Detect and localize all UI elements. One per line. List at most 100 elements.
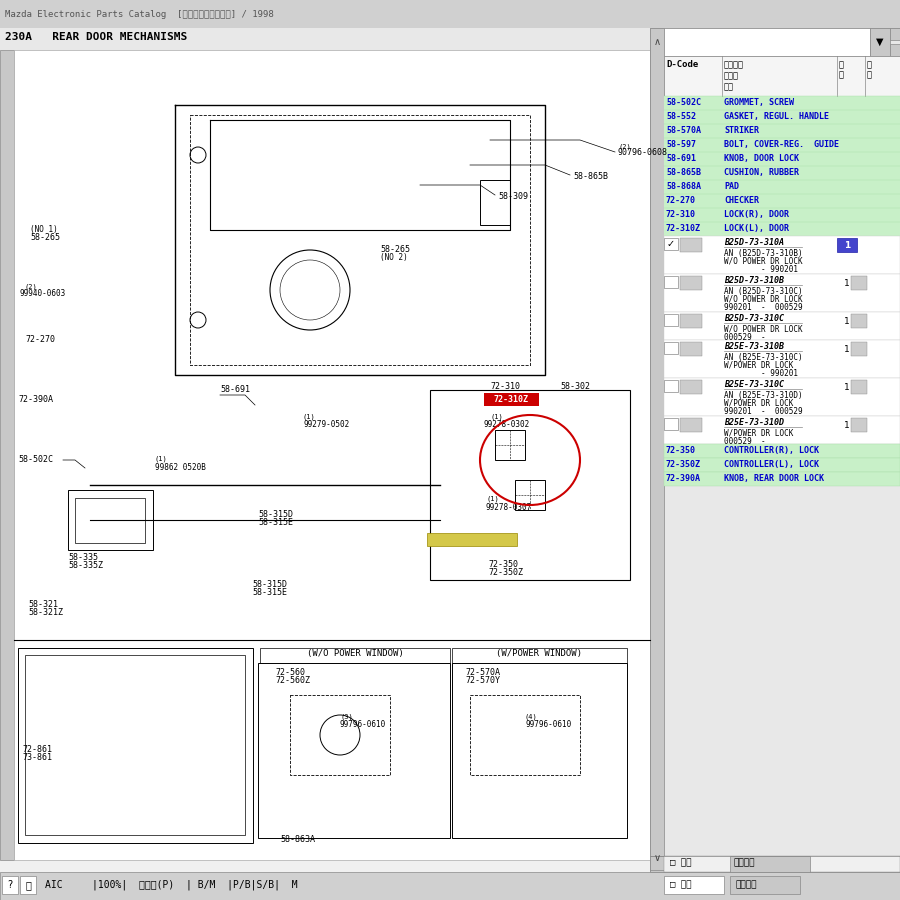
Text: 72-570Y: 72-570Y — [465, 676, 500, 685]
Text: 58-302: 58-302 — [560, 382, 590, 391]
Text: 000529  -: 000529 - — [724, 333, 766, 342]
Text: (4): (4) — [525, 713, 538, 719]
Bar — [18, 648, 253, 843]
Bar — [664, 56, 900, 96]
Text: 订
数: 订 数 — [867, 60, 872, 79]
Bar — [20, 876, 36, 894]
Bar — [0, 28, 900, 50]
Text: 99279-0502: 99279-0502 — [303, 420, 349, 429]
Text: AN (B25D-73-310B): AN (B25D-73-310B) — [724, 249, 803, 258]
Text: (1): (1) — [486, 496, 499, 502]
Bar — [480, 180, 510, 225]
Text: STRIKER: STRIKER — [724, 126, 759, 135]
Bar — [664, 342, 678, 354]
Text: □ 匹配: □ 匹配 — [670, 880, 691, 889]
Text: 72-560: 72-560 — [275, 668, 305, 677]
Text: KNOB, DOOR LOCK: KNOB, DOOR LOCK — [724, 154, 799, 163]
Text: GROMMET, SCREW: GROMMET, SCREW — [724, 98, 794, 107]
Text: 58-552: 58-552 — [666, 112, 696, 121]
Text: 58-865B: 58-865B — [573, 172, 608, 181]
Bar — [258, 663, 450, 838]
Bar — [664, 274, 900, 312]
Text: 230A   REAR DOOR MECHANISMS: 230A REAR DOOR MECHANISMS — [5, 32, 187, 42]
Text: 58-265: 58-265 — [380, 245, 410, 254]
Text: 1: 1 — [844, 278, 850, 287]
Text: (1): (1) — [303, 413, 316, 419]
Bar — [650, 28, 664, 872]
Text: 72-570A: 72-570A — [465, 668, 500, 677]
Bar — [664, 856, 900, 872]
Text: W/O POWER DR LOCK: W/O POWER DR LOCK — [724, 325, 803, 334]
Text: 99940-0603: 99940-0603 — [20, 289, 67, 298]
Bar — [664, 444, 900, 458]
Text: 部件号: 部件号 — [724, 71, 739, 80]
Text: □ 匹配: □ 匹配 — [670, 858, 691, 867]
Bar — [664, 418, 678, 430]
Bar — [680, 342, 702, 356]
Text: 1: 1 — [844, 382, 850, 392]
Text: GASKET, REGUL. HANDLE: GASKET, REGUL. HANDLE — [724, 112, 829, 121]
Bar — [260, 648, 450, 663]
Text: BOLT, COVER-REG.  GUIDE: BOLT, COVER-REG. GUIDE — [724, 140, 839, 149]
Bar — [890, 28, 900, 40]
Text: 72-390A: 72-390A — [18, 395, 53, 404]
Bar — [680, 418, 702, 432]
Text: 58-335: 58-335 — [68, 553, 98, 562]
Text: ?: ? — [7, 880, 13, 890]
Bar — [664, 312, 900, 340]
Bar — [664, 238, 678, 250]
Text: 99278-0307-CLIP: 99278-0307-CLIP — [437, 535, 507, 544]
Bar — [0, 872, 900, 900]
Text: W/O POWER DR LOCK: W/O POWER DR LOCK — [724, 257, 803, 266]
Text: 72-270: 72-270 — [666, 196, 696, 205]
Bar — [851, 314, 867, 328]
Text: (W/POWER WINDOW): (W/POWER WINDOW) — [496, 649, 582, 658]
Bar — [730, 856, 810, 872]
Text: 72-310Z: 72-310Z — [493, 395, 528, 404]
Bar — [730, 876, 800, 894]
Bar — [837, 238, 857, 252]
Bar — [430, 390, 630, 580]
Text: 58-868A: 58-868A — [666, 182, 701, 191]
Text: 58-265: 58-265 — [30, 233, 60, 242]
Text: - 990201: - 990201 — [724, 265, 798, 274]
Text: B25D-73-310A: B25D-73-310A — [724, 238, 784, 247]
Text: AN (B25E-73-310C): AN (B25E-73-310C) — [724, 353, 803, 362]
Text: B25D-73-310C: B25D-73-310C — [724, 314, 784, 323]
Text: Mazda Electronic Parts Catalog  [日本語マニュアル版] / 1998: Mazda Electronic Parts Catalog [日本語マニュアル… — [5, 10, 274, 19]
Bar — [0, 0, 900, 28]
Text: 99796-0610: 99796-0610 — [340, 720, 386, 729]
Text: 🖨: 🖨 — [25, 880, 31, 890]
Text: 72-350: 72-350 — [666, 446, 696, 455]
Text: D-Code: D-Code — [666, 60, 698, 69]
Bar — [427, 533, 517, 546]
Text: AN (B25E-73-310D): AN (B25E-73-310D) — [724, 391, 803, 400]
Text: (NO 2): (NO 2) — [380, 253, 408, 262]
Text: 72-310Z: 72-310Z — [666, 224, 701, 233]
Text: 58-691: 58-691 — [666, 154, 696, 163]
Bar — [664, 378, 900, 416]
Text: W/POWER DR LOCK: W/POWER DR LOCK — [724, 429, 794, 438]
Text: 58-315D: 58-315D — [252, 580, 287, 589]
Text: CUSHION, RUBBER: CUSHION, RUBBER — [724, 168, 799, 177]
Bar — [851, 276, 867, 290]
Text: 58-502C: 58-502C — [666, 98, 701, 107]
Bar — [470, 695, 580, 775]
Text: - 990201: - 990201 — [724, 369, 798, 378]
Text: 72-310: 72-310 — [490, 382, 520, 391]
Bar — [680, 238, 702, 252]
Bar — [664, 458, 900, 472]
Bar — [680, 276, 702, 290]
Text: CONTROLLER(R), LOCK: CONTROLLER(R), LOCK — [724, 446, 819, 455]
Text: 部件名称: 部件名称 — [724, 60, 744, 69]
Text: AN (B25D-73-310C): AN (B25D-73-310C) — [724, 287, 803, 296]
Bar — [851, 380, 867, 394]
Text: 部件列表: 部件列表 — [735, 880, 757, 889]
Text: 90796-0608: 90796-0608 — [618, 148, 668, 157]
Text: PAD: PAD — [724, 182, 739, 191]
Bar — [664, 380, 678, 392]
Bar — [2, 876, 18, 894]
Text: 部件列表: 部件列表 — [733, 858, 754, 867]
Text: (2): (2) — [618, 143, 631, 149]
Text: 58-502C: 58-502C — [18, 455, 53, 464]
